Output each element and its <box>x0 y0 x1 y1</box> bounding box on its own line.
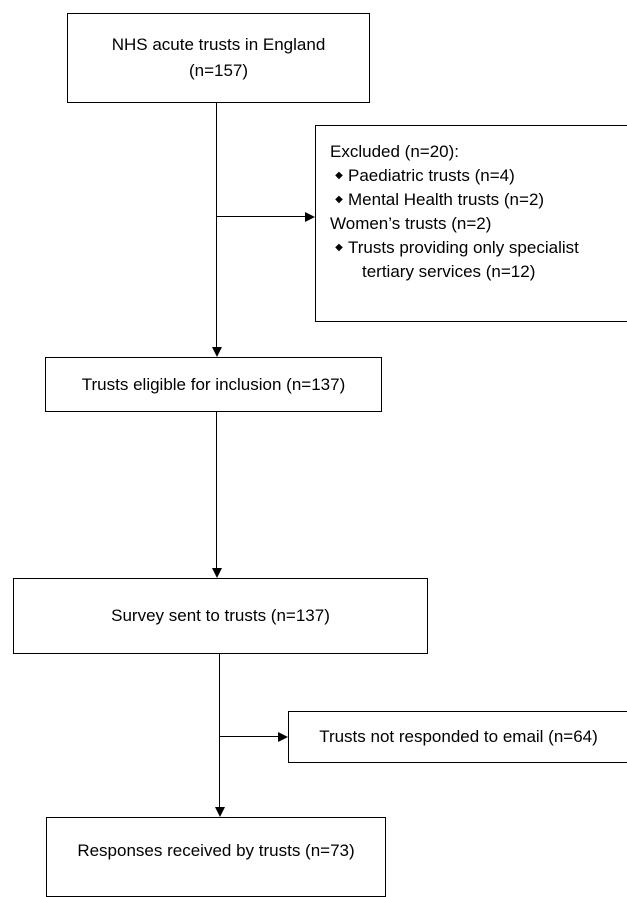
connector-to-not-responded <box>220 736 280 737</box>
box-survey-sent-label: Survey sent to trusts (n=137) <box>111 606 330 625</box>
box-eligible-label: Trusts eligible for inclusion (n=137) <box>81 374 346 394</box>
connector-survey-to-responses <box>219 654 220 809</box>
excluded-item: ◆ Mental Health trusts (n=2) <box>330 188 627 212</box>
diamond-bullet-icon: ◆ <box>335 242 343 253</box>
box-nhs-acute-trusts-line1: NHS acute trusts in England <box>111 35 326 54</box>
diamond-bullet-icon: ◆ <box>335 194 343 205</box>
box-responses-received-label: Responses received by trusts (n=73) <box>77 841 355 860</box>
arrow-to-responses <box>215 807 225 817</box>
arrow-to-excluded <box>305 212 315 222</box>
excluded-item-label: Mental Health trusts (n=2) <box>348 190 545 209</box>
box-survey-sent: Survey sent to trusts (n=137) <box>13 578 428 654</box>
excluded-item-label: Trusts providing only specialist <box>348 238 579 257</box>
excluded-heading: Excluded (n=20): <box>330 142 459 161</box>
arrow-to-not-responded <box>278 732 288 742</box>
box-responses-received: Responses received by trusts (n=73) <box>46 817 386 897</box>
excluded-item: ◆ Trusts providing only specialist <box>330 236 627 260</box>
connector-top-to-eligible <box>216 103 217 349</box>
diamond-bullet-icon: ◆ <box>335 170 343 181</box>
excluded-item: ◆ Paediatric trusts (n=4) <box>330 164 627 188</box>
arrow-to-survey <box>212 568 222 578</box>
box-eligible: Trusts eligible for inclusion (n=137) <box>45 357 382 412</box>
arrow-to-eligible <box>212 347 222 357</box>
connector-to-excluded <box>217 216 307 217</box>
excluded-item-continuation: tertiary services (n=12) <box>362 262 536 281</box>
excluded-item-plain: Women’s trusts (n=2) <box>330 214 492 233</box>
box-nhs-acute-trusts-line2: (n=157) <box>188 61 249 80</box>
box-nhs-acute-trusts: NHS acute trusts in England (n=157) <box>67 13 370 103</box>
excluded-item-label: Paediatric trusts (n=4) <box>348 166 515 185</box>
box-not-responded-label: Trusts not responded to email (n=64) <box>319 727 598 746</box>
box-excluded: Excluded (n=20): ◆ Paediatric trusts (n=… <box>315 125 627 322</box>
connector-eligible-to-survey <box>216 412 217 570</box>
box-not-responded: Trusts not responded to email (n=64) <box>288 711 627 763</box>
